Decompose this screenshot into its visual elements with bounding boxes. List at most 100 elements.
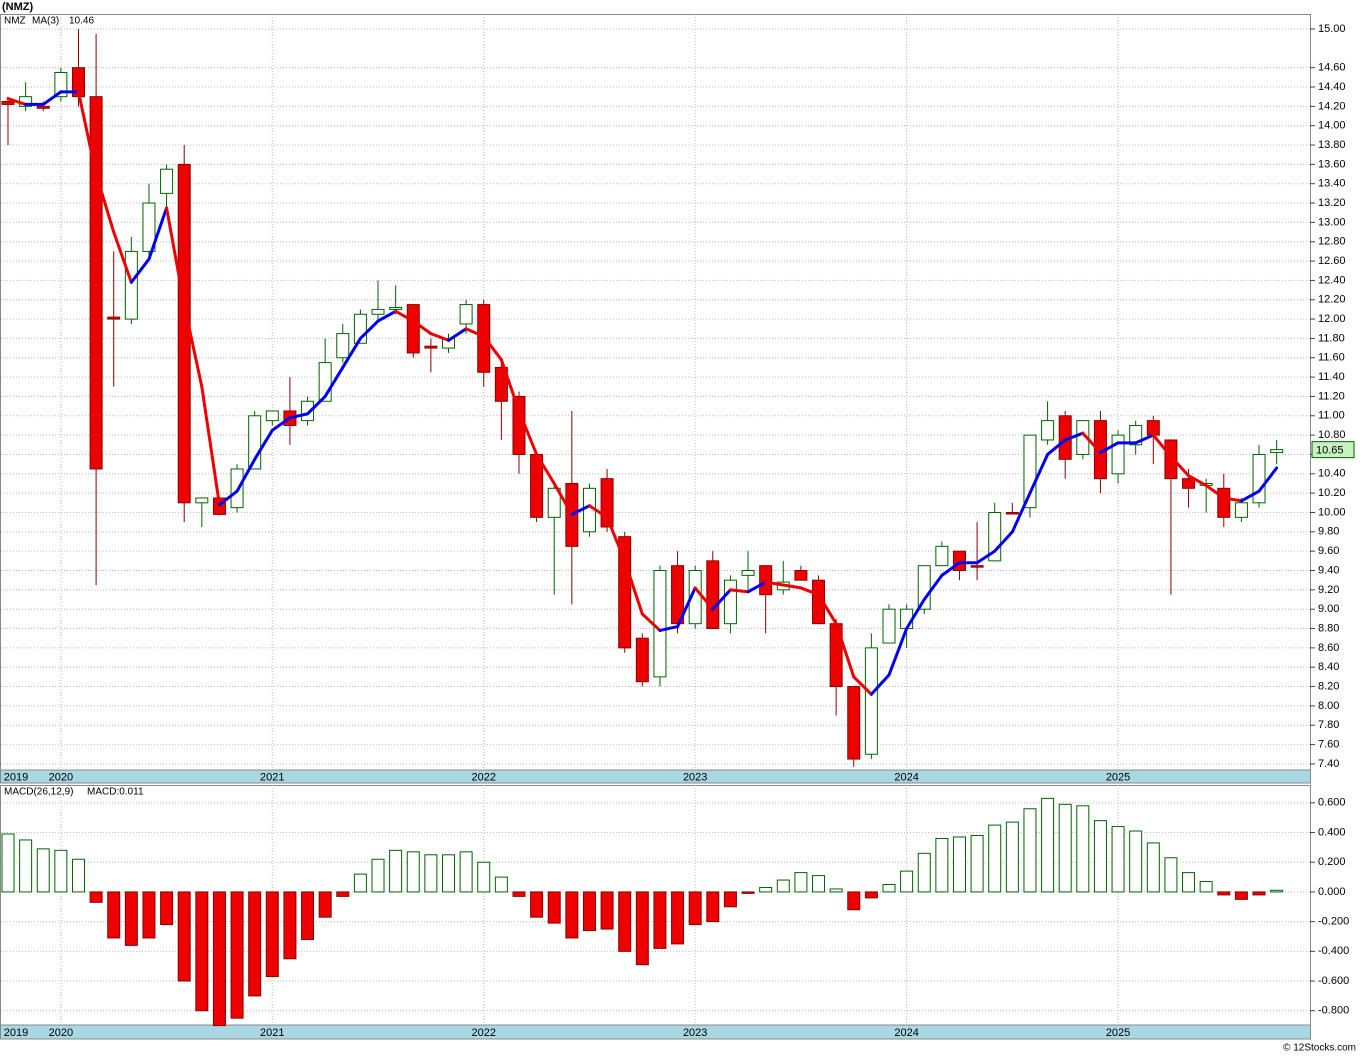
x-tick-label: 2022: [471, 1027, 495, 1039]
ma-segment: [341, 336, 362, 369]
candle-body: [336, 333, 350, 359]
candle-body: [1, 101, 15, 105]
ma-segment: [922, 573, 944, 602]
y-tick-label: 7.60: [1318, 738, 1339, 750]
ma-segment: [358, 319, 380, 340]
ma-segment: [112, 230, 133, 284]
macd-bar: [212, 891, 226, 1027]
y-tick-label: 13.60: [1318, 158, 1346, 170]
ma-segment: [235, 457, 257, 493]
y-tick-label: -0.600: [1318, 975, 1349, 987]
macd-bar: [759, 886, 773, 893]
macd-bar: [706, 891, 720, 923]
last-price-box: [1311, 441, 1355, 459]
ma-segment: [746, 580, 768, 594]
ma-segment: [764, 580, 785, 587]
y-tick-label: 11.00: [1318, 410, 1345, 422]
candle-body: [1164, 439, 1178, 480]
macd-bar: [160, 891, 174, 926]
candle-body: [1217, 487, 1231, 518]
date-band: [0, 1024, 1311, 1040]
ma-segment: [693, 586, 715, 611]
macd-bar: [89, 891, 103, 903]
y-tick-label: 0.600: [1318, 797, 1346, 809]
macd-bar: [935, 837, 949, 893]
ma-segment: [499, 358, 521, 413]
x-tick-label: 2021: [260, 771, 284, 783]
macd-bar: [195, 891, 209, 1012]
macd-bar: [1023, 808, 1037, 893]
ma-segment: [799, 586, 821, 597]
y-tick-label: 9.40: [1318, 564, 1339, 576]
ma-segment: [429, 332, 450, 342]
legend-macd-name: MACD(26,12,9): [4, 787, 73, 798]
ma-segment: [605, 515, 627, 563]
macd-bar: [917, 852, 931, 893]
ma-segment: [1222, 496, 1243, 503]
candle-body: [459, 304, 473, 325]
chart-title: (NMZ): [2, 1, 33, 13]
y-tick-label: 9.60: [1318, 545, 1339, 557]
ma-segment: [306, 394, 327, 416]
macd-bar: [1129, 830, 1143, 893]
x-tick-label: 2024: [894, 771, 918, 783]
macd-bar: [1076, 805, 1090, 893]
macd-bar: [565, 891, 579, 939]
macd-bar: [600, 891, 614, 930]
candle-body: [442, 337, 455, 349]
ma-segment: [147, 206, 169, 261]
y-tick-label: 0.000: [1318, 886, 1346, 898]
ma-segment: [447, 327, 468, 342]
macd-bar: [547, 891, 561, 924]
macd-bar: [512, 891, 526, 897]
y-tick-label: 13.80: [1318, 139, 1346, 151]
candle-body: [406, 304, 420, 354]
candle-body: [424, 345, 438, 349]
y-tick-label: 8.00: [1318, 700, 1339, 712]
candle-body: [635, 637, 649, 683]
candle-body: [124, 250, 138, 320]
ma-segment: [1257, 466, 1279, 493]
ma-segment: [288, 412, 310, 420]
candle-body: [160, 168, 174, 194]
candle-body: [1146, 420, 1160, 436]
candle-body: [723, 579, 737, 625]
ma-segment: [570, 504, 591, 516]
candle-body: [547, 487, 561, 518]
macd-bar: [864, 891, 878, 899]
legend-macd-value: MACD:0.011: [87, 787, 144, 798]
candle-body: [970, 565, 984, 568]
ma-segment: [887, 627, 909, 677]
candle-body: [1234, 502, 1248, 518]
ma-segment: [1028, 452, 1050, 495]
y-tick-label: 10.00: [1318, 506, 1346, 518]
ma-segment: [394, 309, 415, 323]
ma-segment: [376, 309, 398, 323]
x-tick-label: 2019: [4, 1027, 28, 1039]
ma-segment: [728, 588, 750, 594]
candle-body: [512, 395, 526, 455]
candle-body: [706, 560, 720, 630]
candle-body: [195, 497, 209, 504]
ma-segment: [834, 622, 856, 679]
y-tick-label: 14.00: [1318, 120, 1346, 132]
macd-bar: [1111, 826, 1125, 893]
candle-body: [494, 366, 508, 402]
ma-segment: [535, 452, 556, 485]
macd-bar: [301, 891, 315, 940]
macd-bar: [1234, 891, 1248, 900]
y-tick-label: 8.80: [1318, 622, 1339, 634]
candle-body: [1182, 478, 1196, 489]
macd-bar: [794, 872, 808, 893]
candle-body: [177, 163, 191, 504]
ma-segment: [200, 385, 221, 507]
ma-segment: [1010, 491, 1032, 534]
macd-bar: [19, 839, 33, 893]
macd-bar: [494, 876, 508, 893]
macd-bar: [741, 891, 755, 894]
ma-segment: [1046, 438, 1067, 456]
y-tick-label: 14.60: [1318, 62, 1346, 74]
candle-body: [618, 536, 632, 649]
macd-bar: [1058, 803, 1072, 893]
y-tick-label: 9.80: [1318, 526, 1339, 538]
